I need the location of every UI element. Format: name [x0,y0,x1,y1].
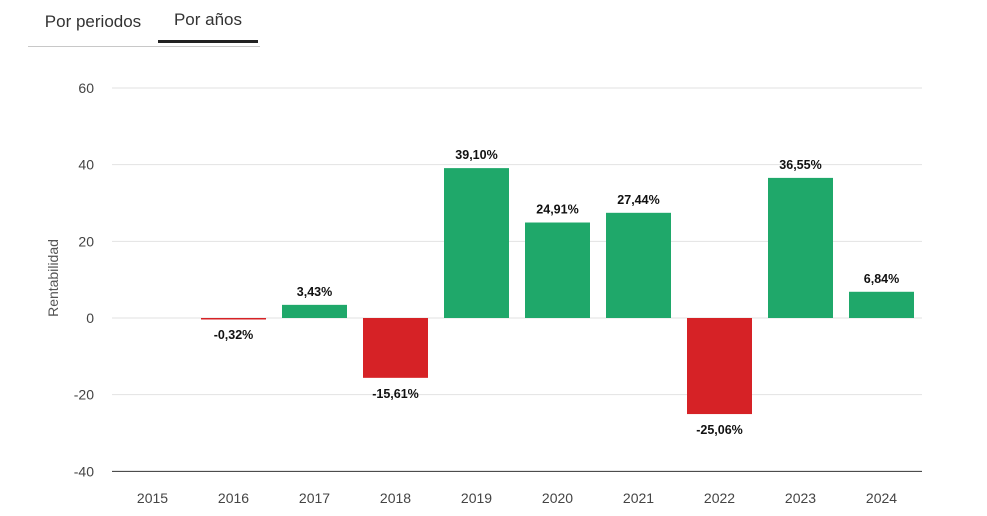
y-tick-label: -40 [74,463,94,479]
bar-2022 [687,318,752,415]
data-label-2018: -15,61% [372,387,419,401]
y-tick-label: 20 [78,233,94,249]
x-tick-label-2021: 2021 [623,490,654,506]
y-tick-label: 40 [78,157,94,173]
bar-2016 [201,318,266,320]
data-label-2019: 39,10% [455,148,497,162]
x-tick-label-2020: 2020 [542,490,573,506]
y-tick-label: 60 [78,80,94,96]
bar-2017 [282,304,347,318]
bar-2020 [525,222,590,318]
tab-por-anos[interactable]: Por años [158,0,258,43]
x-tick-label-2019: 2019 [461,490,492,506]
data-label-2017: 3,43% [297,285,332,299]
y-tick-label: -20 [74,387,94,403]
data-label-2016: -0,32% [214,328,254,342]
x-tick-label-2017: 2017 [299,490,330,506]
data-label-2021: 27,44% [617,193,659,207]
bar-2024 [849,291,914,318]
x-tick-label-2015: 2015 [137,490,168,506]
y-tick-label: 0 [86,310,94,326]
y-axis-title: Rentabilidad [45,239,61,317]
data-label-2022: -25,06% [696,423,743,437]
bar-2019 [444,168,509,318]
data-label-2023: 36,55% [779,158,821,172]
x-tick-label-2018: 2018 [380,490,411,506]
data-label-2020: 24,91% [536,203,578,217]
bar-2018 [363,318,428,378]
x-tick-label-2024: 2024 [866,490,897,506]
data-label-2024: 6,84% [864,272,899,286]
bar-2021 [606,212,671,318]
x-tick-label-2016: 2016 [218,490,249,506]
bar-2023 [768,177,833,318]
period-tabs: Por periodos Por años [28,0,260,47]
x-tick-label-2022: 2022 [704,490,735,506]
tab-por-periodos[interactable]: Por periodos [28,0,158,44]
x-tick-label-2023: 2023 [785,490,816,506]
